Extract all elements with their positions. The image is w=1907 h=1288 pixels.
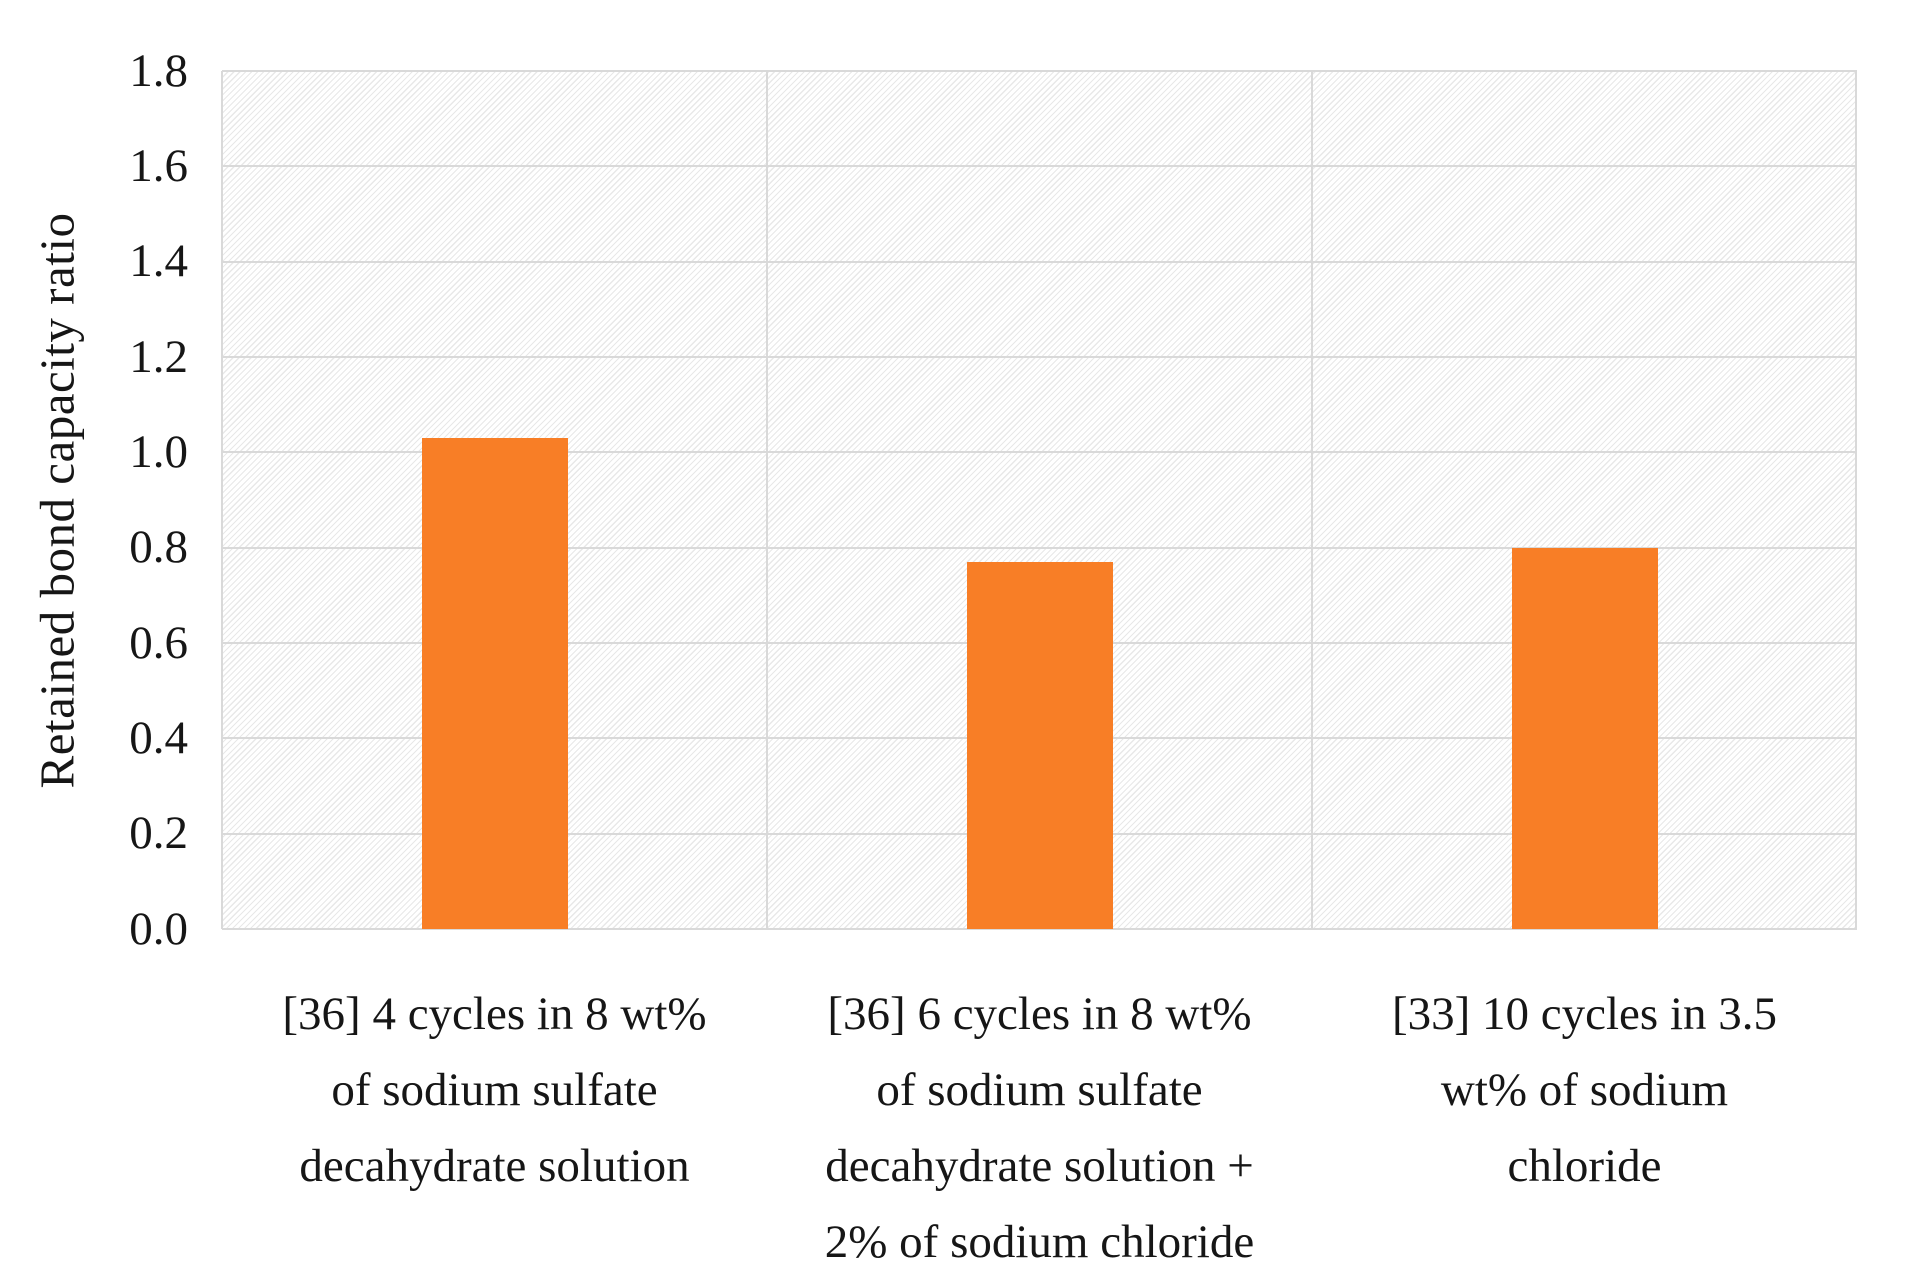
bar (966, 562, 1113, 929)
y-axis-title: Retained bond capacity ratio (21, 71, 93, 929)
y-tick-label: 1.0 (129, 425, 188, 478)
y-tick-label: 0.8 (129, 521, 188, 574)
horizontal-gridline (222, 546, 1857, 549)
y-tick-label: 1.6 (129, 139, 188, 192)
y-tick-label: 0.4 (129, 711, 188, 764)
horizontal-gridline (222, 165, 1857, 168)
horizontal-gridline (222, 451, 1857, 454)
y-tick-label: 0.2 (129, 807, 188, 860)
plot-area (221, 70, 1857, 930)
x-category-label: [33] 10 cycles in 3.5 wt% of sodium chlo… (1391, 988, 1778, 1192)
horizontal-gridline (222, 70, 1857, 72)
y-tick-label: 1.2 (129, 330, 188, 383)
x-category-label: [36] 6 cycles in 8 wt% of sodium sulfate… (824, 988, 1255, 1268)
y-tick-label: 1.8 (129, 44, 188, 97)
y-axis-title-text: Retained bond capacity ratio (29, 212, 85, 788)
vertical-gridline (1311, 71, 1313, 929)
vertical-gridline (766, 71, 768, 929)
bar (1511, 547, 1658, 929)
x-category-label: [36] 4 cycles in 8 wt% of sodium sulfate… (282, 988, 707, 1192)
y-tick-label: 0.0 (129, 902, 188, 955)
x-axis-category-labels: [36] 4 cycles in 8 wt% of sodium sulfate… (222, 976, 1857, 1288)
bar (421, 438, 568, 929)
y-tick-label: 0.6 (129, 616, 188, 669)
horizontal-gridline (222, 260, 1857, 263)
horizontal-gridline (222, 928, 1857, 930)
vertical-gridline (1855, 71, 1857, 929)
vertical-gridline (221, 71, 223, 929)
y-tick-label: 1.4 (129, 235, 188, 288)
horizontal-gridline (222, 356, 1857, 358)
